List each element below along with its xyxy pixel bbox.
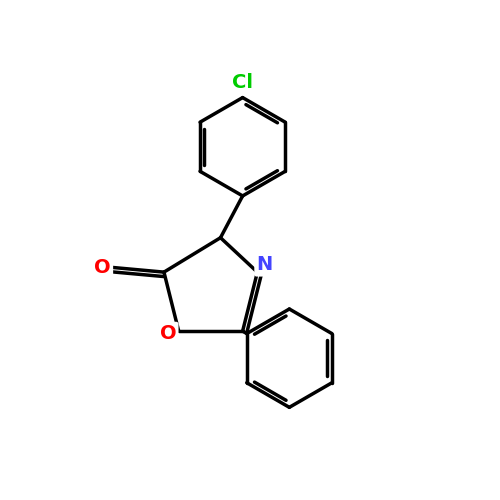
Text: O: O (94, 258, 111, 276)
Text: O: O (160, 324, 176, 343)
Text: N: N (256, 255, 273, 274)
Text: Cl: Cl (232, 74, 253, 92)
